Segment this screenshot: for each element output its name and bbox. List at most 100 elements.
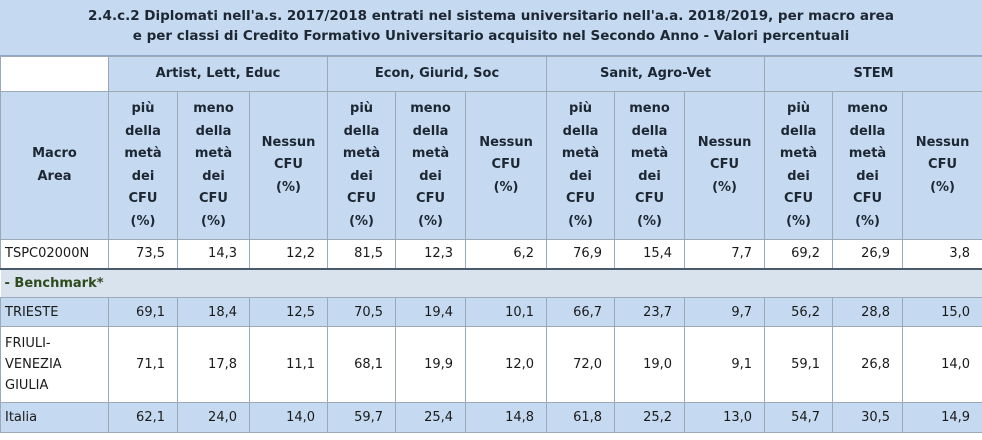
text-line: (%) [637,213,662,229]
header-corner [0,56,109,92]
text-line: meno [847,101,888,116]
value-cell: 14,9 [902,402,982,433]
row-label: FRIULI- VENEZIA GIULIA [0,326,109,403]
value-cell: 26,8 [832,326,904,403]
text-line: CFU [566,191,596,206]
text-line: metà [194,146,233,161]
text-line: dei [787,168,810,184]
text-line: CFU [128,191,158,206]
text-line: Macro [32,146,77,161]
text-line: metà [779,146,818,161]
row-label: TSPC02000N [0,239,109,270]
text-line: della [780,123,817,139]
more-than-half-header: più della metà dei CFU (%) [546,91,616,240]
macro-area-header: Macro Area [0,91,109,240]
value-cell: 54,7 [764,402,834,433]
text-line: dei [569,168,592,184]
text-line: CFU [784,191,814,206]
value-cell: 11,1 [248,326,329,403]
text-line: dei [638,168,661,184]
text-line: CFU [274,157,303,173]
value-cell: 19,4 [395,297,467,327]
value-cell: 70,5 [327,297,397,327]
text-line: meno [193,101,234,116]
benchmark-row: - Benchmark* [0,268,982,298]
text-line: (%) [855,213,880,229]
text-line: (%) [418,213,443,229]
text-line: dei [131,168,155,184]
row-label: - Benchmark* [0,268,982,298]
value-cell: 62,1 [108,402,178,433]
table-row: TSPC02000N 73,5 14,3 12,2 81,5 12,3 6,2 76,9 15,… [0,239,982,270]
text-line: TRIESTE [5,304,59,320]
value-cell: 12,0 [465,326,548,403]
text-line: metà [848,146,887,161]
text-line: metà [342,146,381,161]
no-cfu-header: Nessun CFU (%) [902,91,982,240]
text-line: - Benchmark* [4,275,104,291]
text-line: (%) [130,213,156,229]
text-line: Area [37,168,72,184]
text-line: TSPC02000N [5,246,90,262]
text-line: Nessun [261,134,316,150]
more-than-half-header: più della metà dei CFU (%) [764,91,834,240]
cfu-table: Artist, Lett, Educ Econ, Giurid, Soc San… [0,56,982,433]
value-cell: 30,5 [832,402,904,433]
no-cfu-header: Nessun CFU (%) [465,91,548,240]
text-line: metà [124,146,162,161]
text-line: GIULIA [5,378,49,393]
value-cell: 73,5 [108,239,178,270]
text-line: della [412,123,449,139]
value-cell: 14,8 [465,402,548,433]
text-line: (%) [712,179,737,195]
text-line: della [849,123,886,139]
text-line: CFU [710,157,740,173]
table-title-line-2: e per classi di Credito Formativo Univer… [132,28,850,44]
less-than-half-header: meno della metà dei CFU (%) [832,91,904,240]
value-cell: 71,1 [108,326,178,403]
text-line: CFU [853,191,883,206]
text-line: meno [410,101,451,116]
value-cell: 14,3 [177,239,250,270]
text-line: dei [419,168,442,184]
value-cell: 26,9 [832,239,904,270]
row-label: TRIESTE [0,297,109,327]
value-cell: 7,7 [684,239,766,270]
text-line: della [343,123,380,139]
table-row: TRIESTE 69,1 18,4 12,5 70,5 19,4 10,1 66,7 23,7 9… [0,297,982,327]
value-cell: 10,1 [465,297,548,327]
value-cell: 14,0 [902,326,982,403]
more-than-half-header: più della metà dei CFU (%) [327,91,397,240]
table-title-line-1: 2.4.c.2 Diplomati nell'a.s. 2017/2018 en… [88,8,894,24]
text-line: CFU [416,191,446,206]
row-label: Italia [0,402,109,433]
table-title: 2.4.c.2 Diplomati nell'a.s. 2017/2018 en… [0,0,982,56]
text-line: meno [629,101,670,116]
text-line: più [350,101,374,116]
value-cell: 76,9 [546,239,616,270]
text-line: (%) [276,179,301,195]
text-line: (%) [930,179,955,195]
text-line: dei [350,168,373,184]
value-cell: 66,7 [546,297,616,327]
text-line: metà [411,146,450,161]
text-line: (%) [568,213,593,229]
text-line: più [787,101,811,116]
value-cell: 69,1 [108,297,178,327]
value-cell: 59,1 [764,326,834,403]
value-cell: 18,4 [177,297,250,327]
value-cell: 12,3 [395,239,467,270]
value-cell: 15,4 [614,239,686,270]
less-than-half-header: meno della metà dei CFU (%) [177,91,250,240]
text-line: VENEZIA [5,357,62,372]
text-line: della [562,123,599,139]
no-cfu-header: Nessun CFU (%) [684,91,766,240]
value-cell: 17,8 [177,326,250,403]
text-line: CFU [491,157,521,173]
value-cell: 23,7 [614,297,686,327]
value-cell: 13,0 [684,402,766,433]
text-line: dei [856,168,879,184]
table-body: TSPC02000N 73,5 14,3 12,2 81,5 12,3 6,2 76,9 15,… [0,239,982,433]
group-header: Artist, Lett, Educ [107,56,329,92]
less-than-half-header: meno della metà dei CFU (%) [395,91,467,240]
